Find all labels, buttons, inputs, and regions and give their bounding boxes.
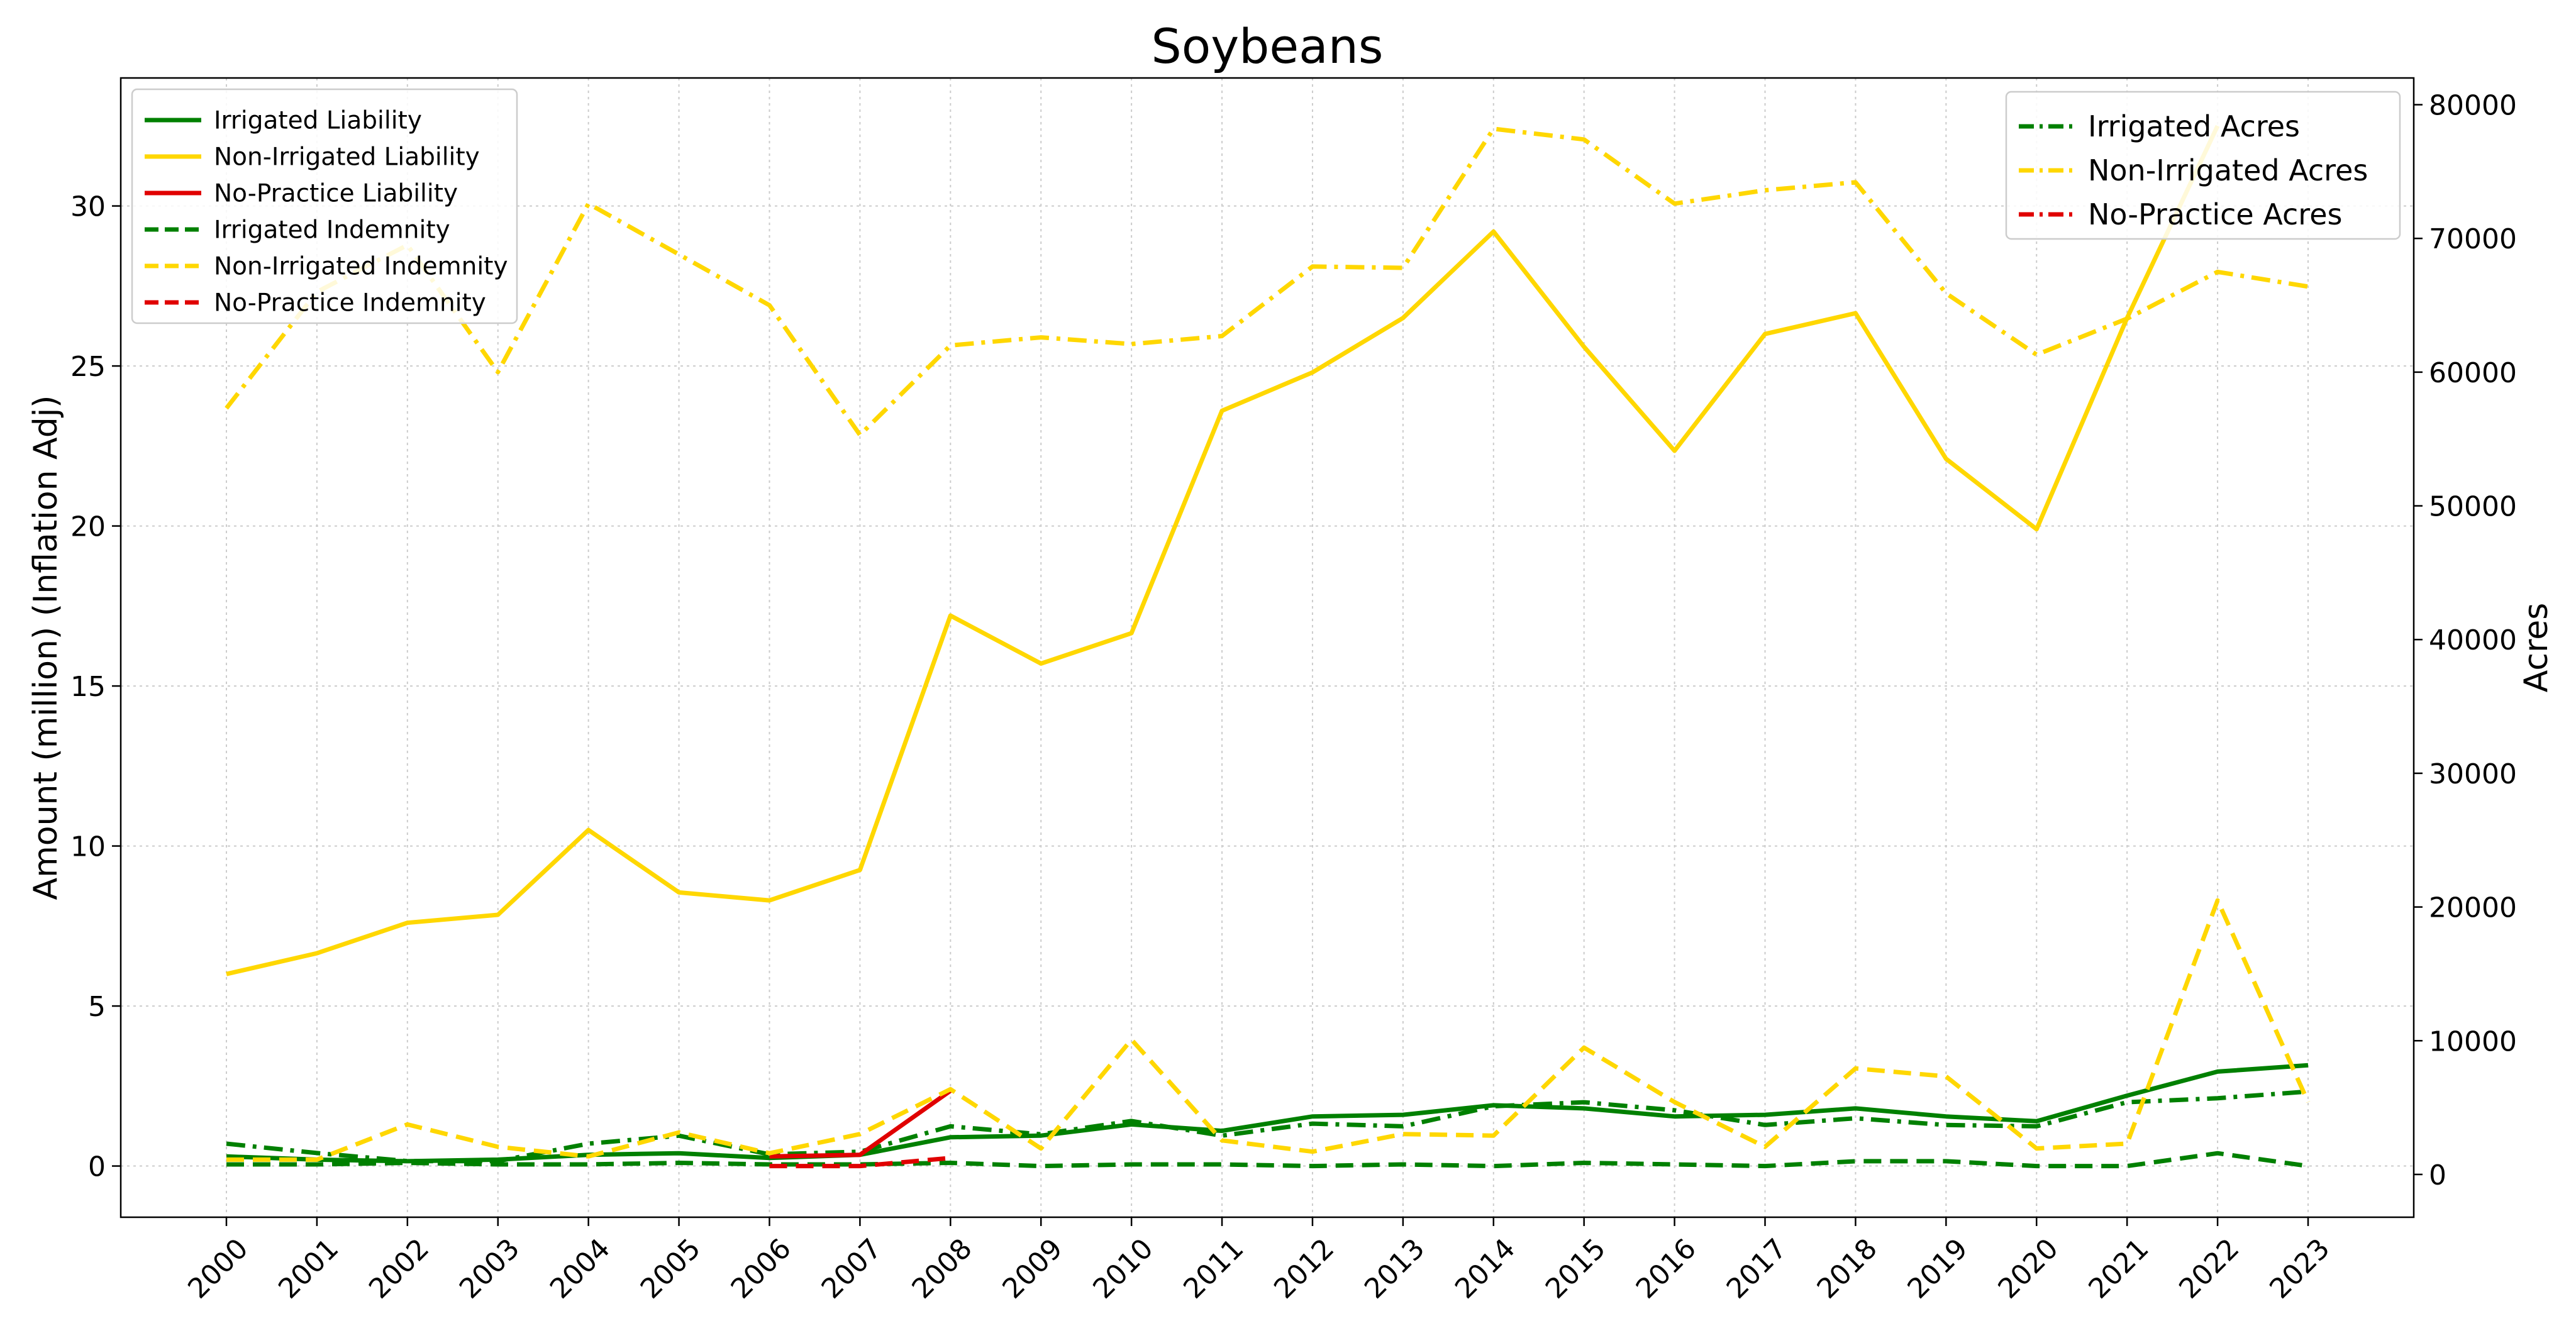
y-tick-label: 30 bbox=[70, 191, 106, 223]
legend-left: Irrigated Liability Non-Irrigated Liabili… bbox=[131, 88, 518, 324]
y-tick-label: 15 bbox=[70, 671, 106, 703]
series-non-irrigated-acres-line bbox=[225, 126, 2309, 438]
y2-tick-label: 60000 bbox=[2429, 357, 2517, 389]
y-tick-label: 20 bbox=[70, 511, 106, 543]
y-tick-label: 25 bbox=[70, 351, 106, 383]
series-non-irrigated-indemnity-line bbox=[226, 898, 2311, 1162]
legend-label: Irrigated Liability bbox=[214, 107, 422, 135]
series-no-practice-indemnity-line bbox=[769, 1156, 951, 1169]
legend-label: Irrigated Indemnity bbox=[214, 216, 450, 245]
legend-box bbox=[2005, 91, 2401, 240]
legend-label: No-Practice Indemnity bbox=[214, 289, 486, 318]
chart-title: Soybeans bbox=[1151, 18, 1383, 74]
y-tick-label: 0 bbox=[88, 1151, 106, 1183]
y2-tick-label: 20000 bbox=[2429, 892, 2517, 924]
legend-right: Irrigated Acres Non-Irrigated Acres No-Pra… bbox=[2005, 91, 2401, 240]
series-irrigated-indemnity-line bbox=[226, 1151, 2309, 1169]
series-non-irrigated-liability-line bbox=[226, 124, 2220, 976]
y-tick-label: 10 bbox=[70, 831, 106, 863]
series-irrigated-acres-line bbox=[226, 1089, 2309, 1164]
plot-frame bbox=[119, 77, 2415, 1218]
y2-tick-label: 30000 bbox=[2429, 758, 2517, 790]
y-axis-label: Amount (million) (Inflation Adj) bbox=[27, 395, 65, 900]
legend-label: No-Practice Liability bbox=[214, 180, 458, 208]
legend-label: No-Practice Acres bbox=[2088, 197, 2342, 231]
series-no-practice-liability-line bbox=[769, 1089, 952, 1159]
y2-tick-label: 80000 bbox=[2429, 90, 2517, 122]
y2-tick-label: 10000 bbox=[2429, 1025, 2517, 1058]
legend-label: Non-Irrigated Indemnity bbox=[214, 253, 508, 281]
y-tick-label: 5 bbox=[88, 991, 106, 1023]
legend-box bbox=[131, 88, 518, 324]
series-layer bbox=[225, 124, 2311, 1169]
y2-tick-label: 50000 bbox=[2429, 491, 2517, 523]
y2-tick-label: 40000 bbox=[2429, 624, 2517, 656]
y2-tick-label: 70000 bbox=[2429, 223, 2517, 255]
y2-tick-label: 0 bbox=[2429, 1159, 2446, 1191]
legend-label: Non-Irrigated Liability bbox=[214, 143, 480, 172]
y2-axis-label: Acres bbox=[2518, 603, 2555, 693]
legend-label: Irrigated Acres bbox=[2088, 109, 2300, 143]
legend-label: Non-Irrigated Acres bbox=[2088, 153, 2368, 187]
